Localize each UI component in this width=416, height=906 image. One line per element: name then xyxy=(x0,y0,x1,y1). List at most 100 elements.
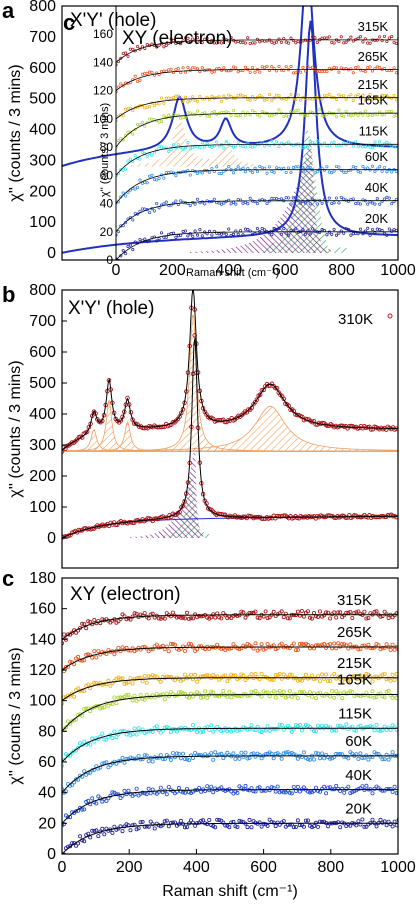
data-point xyxy=(243,678,248,683)
data-point xyxy=(181,147,185,151)
fit-line xyxy=(116,231,398,260)
data-point xyxy=(348,679,353,684)
y-tick-label: 800 xyxy=(29,0,56,15)
data-point xyxy=(224,232,228,236)
data-point xyxy=(166,649,171,654)
data-point xyxy=(287,233,291,237)
data-point xyxy=(362,609,367,614)
data-point xyxy=(318,108,322,112)
data-point xyxy=(152,615,157,620)
data-point xyxy=(251,171,255,175)
data-point xyxy=(332,227,336,231)
data-point xyxy=(301,228,305,232)
data-point xyxy=(361,113,365,117)
data-point xyxy=(233,693,238,698)
data-point xyxy=(122,681,127,686)
data-point xyxy=(270,169,274,174)
data-point xyxy=(299,728,304,733)
data-point xyxy=(148,117,152,121)
fit-line xyxy=(116,39,398,63)
data-point xyxy=(378,66,382,70)
data-point xyxy=(219,616,224,621)
data-point xyxy=(351,71,355,75)
data-point xyxy=(138,78,142,82)
data-point xyxy=(251,41,255,45)
data-point xyxy=(248,113,252,117)
data-point xyxy=(130,646,135,651)
data-point xyxy=(307,790,312,795)
data-point xyxy=(96,794,101,799)
inset-series-315K xyxy=(116,34,402,67)
data-point xyxy=(203,673,208,678)
data-point xyxy=(195,233,200,237)
data-point xyxy=(209,784,214,789)
data-point xyxy=(401,787,404,790)
data-point xyxy=(248,168,252,173)
data-point xyxy=(197,613,202,618)
data-point xyxy=(311,611,316,616)
data-point xyxy=(308,110,312,114)
data-point xyxy=(140,150,144,154)
data-point xyxy=(157,102,161,106)
data-point xyxy=(212,197,216,201)
data-point xyxy=(150,822,155,827)
data-point xyxy=(275,166,279,170)
data-point xyxy=(198,146,202,150)
data-point xyxy=(131,109,135,113)
data-point xyxy=(243,41,247,45)
data-point xyxy=(211,757,216,762)
data-point xyxy=(217,201,221,205)
data-point xyxy=(82,707,87,712)
data-point xyxy=(363,70,367,74)
data-point xyxy=(400,40,402,42)
data-point xyxy=(358,723,363,728)
data-point xyxy=(128,695,133,700)
data-point xyxy=(193,229,197,233)
data-point xyxy=(219,171,224,175)
data-point xyxy=(350,790,355,795)
data-point xyxy=(215,817,220,822)
data-point xyxy=(66,719,71,724)
data-point xyxy=(245,825,250,830)
data-point xyxy=(313,36,317,40)
data-point xyxy=(366,66,370,70)
data-point xyxy=(239,609,244,614)
data-point xyxy=(191,145,195,149)
data-point xyxy=(219,99,224,103)
data-point xyxy=(363,167,367,171)
data-point xyxy=(267,114,271,118)
data-point xyxy=(342,676,347,681)
inset-series-265K xyxy=(116,64,398,94)
inset-temperature-label: 60K xyxy=(365,149,388,164)
y-tick-label: 40 xyxy=(38,785,56,802)
data-point xyxy=(146,695,151,700)
y-tick-label: 200 xyxy=(29,183,56,200)
data-point xyxy=(326,679,331,684)
panel-a-inset-title: XY (electron) xyxy=(122,28,233,49)
data-point xyxy=(392,784,397,789)
data-point xyxy=(181,39,185,43)
data-point xyxy=(275,112,279,116)
data-point xyxy=(263,675,268,680)
data-point xyxy=(236,93,240,97)
data-point xyxy=(253,641,258,646)
data-point xyxy=(294,108,298,113)
data-point xyxy=(368,646,373,651)
inset-temperature-label: 115K xyxy=(359,124,389,139)
data-point xyxy=(136,79,140,83)
inset-series-115K xyxy=(116,139,398,178)
data-point xyxy=(157,120,161,124)
data-point xyxy=(382,672,387,677)
y-tick-label: 400 xyxy=(29,122,56,139)
data-point xyxy=(132,611,137,616)
data-point xyxy=(253,672,258,677)
data-point xyxy=(182,790,187,795)
data-point xyxy=(160,728,165,733)
data-point xyxy=(143,124,147,128)
data-point xyxy=(366,616,371,621)
data-point xyxy=(370,754,375,759)
data-point xyxy=(354,94,358,98)
data-point xyxy=(284,170,288,175)
data-point xyxy=(343,515,349,521)
data-point xyxy=(119,136,123,140)
